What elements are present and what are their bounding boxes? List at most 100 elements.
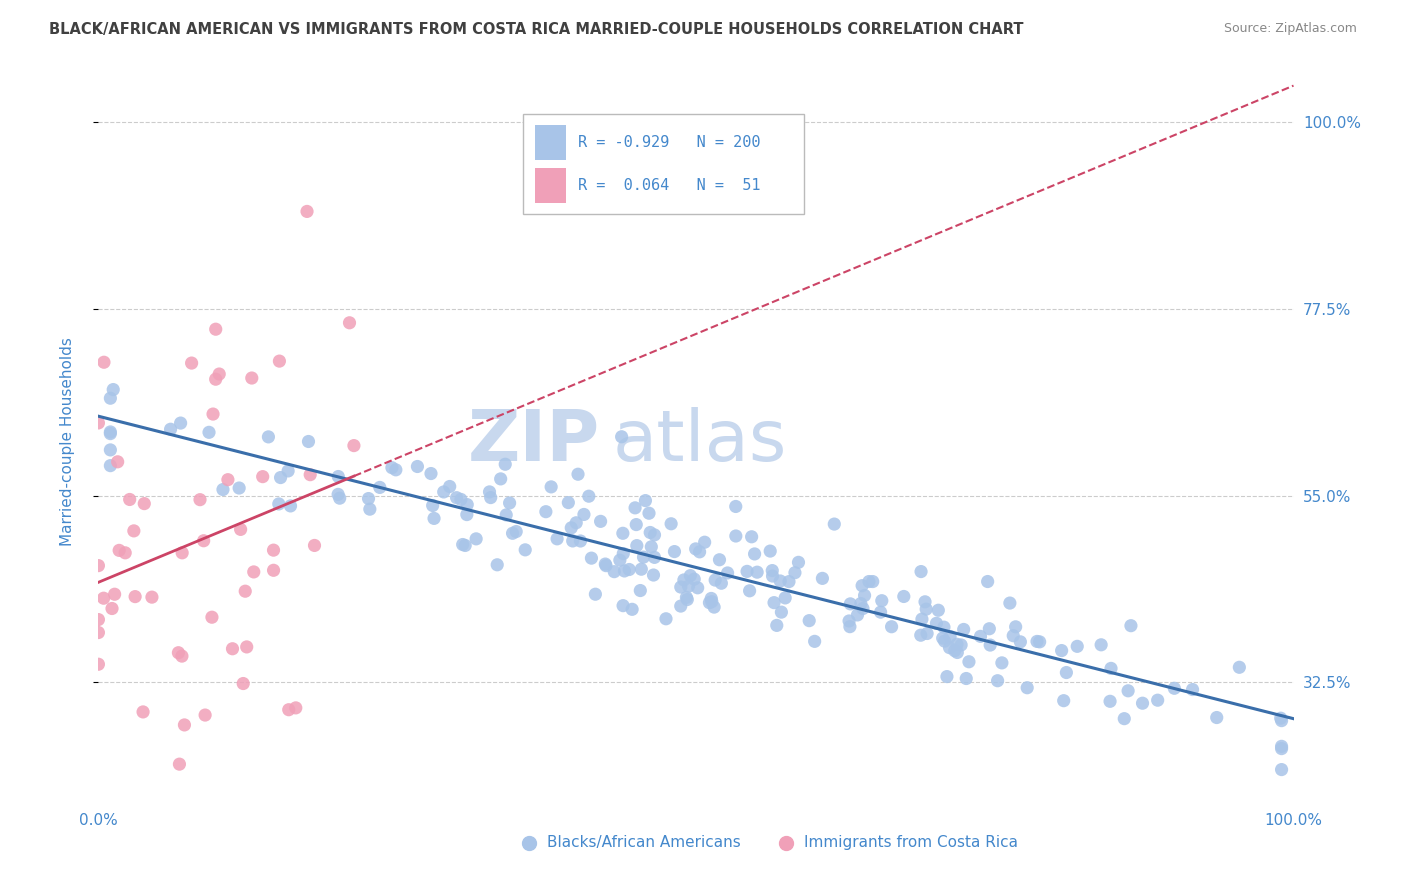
Point [1181,682,1204,697]
Point [626,517,648,532]
Point [122,524,145,538]
Point [910,628,932,642]
Point [957,655,980,669]
Point [208,367,231,381]
Point [141,590,163,604]
Point [98,442,122,457]
Point [621,602,644,616]
Point [242,565,264,579]
Point [950,638,973,652]
Point [613,564,636,578]
Point [1205,710,1227,724]
Point [685,541,707,556]
Point [747,565,769,579]
Point [609,553,631,567]
Point [295,204,318,219]
Point [188,492,211,507]
Point [422,499,444,513]
Point [1163,681,1185,696]
Point [640,540,662,554]
Point [852,601,875,615]
Point [870,593,893,607]
Point [858,574,880,589]
Point [87,613,110,627]
Point [612,526,634,541]
Point [172,546,194,560]
Point [955,672,977,686]
Point [277,703,299,717]
Point [676,592,699,607]
Point [297,434,319,449]
Point [1017,681,1039,695]
Point [433,485,456,500]
Point [693,535,716,549]
Point [1227,660,1250,674]
Point [735,565,758,579]
Point [1119,618,1142,632]
Point [1002,629,1025,643]
Point [569,534,592,549]
Point [204,322,226,336]
Point [979,622,1001,636]
Point [98,426,122,441]
Text: ZIP: ZIP [468,407,600,476]
Point [583,587,606,601]
Point [235,640,257,654]
Point [103,383,125,397]
Point [699,596,721,610]
Point [626,539,648,553]
Text: Immigrants from Costa Rica: Immigrants from Costa Rica [804,835,1018,850]
Text: R = -0.929   N = 200: R = -0.929 N = 200 [578,135,761,150]
Point [515,542,537,557]
Point [381,460,404,475]
Point [927,603,949,617]
Point [943,643,966,657]
Point [87,625,110,640]
Point [486,558,509,572]
Point [643,568,665,582]
Point [612,599,634,613]
Point [173,718,195,732]
Point [669,599,692,613]
Point [267,497,290,511]
Point [1271,739,1294,754]
Y-axis label: Married-couple Households: Married-couple Households [60,337,75,546]
Point [700,591,723,606]
Point [799,614,821,628]
Point [284,701,307,715]
Point [628,583,651,598]
Point [201,610,224,624]
Point [638,506,661,520]
Point [546,532,568,546]
Point [703,600,725,615]
Point [167,646,190,660]
Point [644,528,666,542]
Point [976,574,998,589]
Point [724,500,747,514]
Point [910,565,932,579]
Point [1066,640,1088,654]
Point [1271,763,1294,777]
Point [217,473,239,487]
Point [838,620,860,634]
Point [299,467,322,482]
Point [1099,694,1122,708]
Point [1271,714,1294,728]
Point [664,544,686,558]
Point [998,596,1021,610]
Point [87,416,110,430]
Point [505,524,527,539]
Point [465,532,488,546]
Point [934,634,956,648]
Point [633,550,655,565]
Point [979,638,1001,652]
Point [451,537,474,551]
Point [406,459,429,474]
Point [478,484,501,499]
Point [87,558,110,573]
Point [619,562,641,576]
Point [1146,693,1168,707]
Point [269,354,291,368]
Point [761,564,783,578]
Point [277,464,299,478]
